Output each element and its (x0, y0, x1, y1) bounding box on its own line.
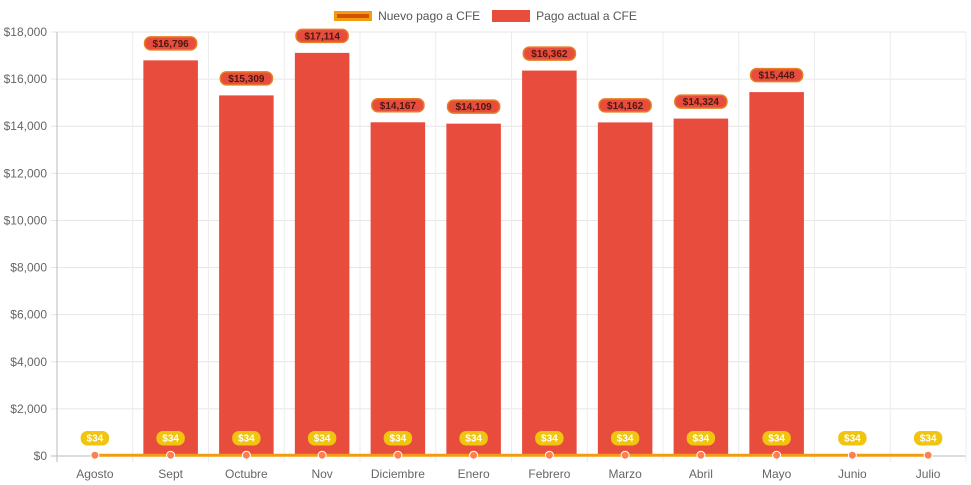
line-data-label: $34 (465, 434, 482, 445)
x-tick-label: Agosto (76, 467, 114, 481)
bar-data-label-bg (219, 71, 274, 86)
line-data-label-bg (762, 430, 791, 446)
bar-data-label: $15,309 (228, 74, 265, 85)
x-tick-label: Junio (838, 467, 867, 481)
x-tick-label: Diciembre (371, 467, 425, 481)
line-data-label-bg (307, 430, 337, 446)
line-point (544, 450, 554, 460)
line-data-label-bg (610, 430, 640, 446)
legend-swatch-pago-actual (492, 10, 531, 22)
line-point (620, 450, 630, 460)
x-tick-label: Febrero (528, 467, 570, 481)
line-data-label-bg (156, 430, 185, 446)
bar-data-label: $16,796 (153, 39, 190, 50)
line-data-label-bg (686, 430, 716, 446)
legend-label-pago-actual: Pago actual a CFE (536, 9, 637, 23)
bar-data-label-bg (295, 28, 349, 44)
y-tick-label: $4,000 (10, 355, 47, 369)
line-point (166, 450, 176, 460)
legend-label-nuevo-pago: Nuevo pago a CFE (378, 9, 481, 23)
line-point (469, 450, 479, 460)
line-point (241, 450, 251, 460)
bar (749, 92, 804, 457)
bar-data-label: $14,162 (607, 101, 644, 112)
y-tick-label: $16,000 (4, 72, 48, 86)
bar-data-label-bg (522, 46, 577, 61)
bar-data-label-bg (598, 98, 652, 113)
line-data-label-bg (383, 430, 413, 446)
y-tick-label: $10,000 (4, 213, 48, 227)
bar (294, 52, 350, 456)
line-data-label: $34 (390, 434, 407, 445)
bar (143, 60, 198, 456)
x-tick-label: Abril (689, 467, 713, 481)
line-point (696, 450, 706, 460)
bar-data-label: $15,448 (759, 71, 796, 82)
bar-data-label: $14,109 (456, 102, 493, 113)
line-point (393, 450, 403, 460)
bar (219, 95, 274, 456)
bar (446, 123, 501, 456)
chart-legend: Nuevo pago a CFE Pago actual a CFE (0, 7, 971, 25)
line-data-label-bg (232, 430, 261, 446)
x-tick-label: Mayo (762, 467, 792, 481)
line-data-label-bg (838, 430, 867, 446)
x-tick-label: Enero (458, 467, 490, 481)
bar-data-label-bg (674, 94, 728, 109)
y-tick-label: $0 (34, 449, 48, 463)
line-data-label: $34 (162, 434, 179, 445)
y-tick-label: $12,000 (4, 166, 48, 180)
bar-data-label: $14,324 (683, 97, 720, 108)
y-tick-label: $18,000 (4, 25, 48, 39)
line-point (317, 450, 327, 460)
y-tick-label: $6,000 (10, 308, 47, 322)
bar (597, 122, 653, 456)
y-tick-label: $14,000 (4, 119, 48, 133)
x-tick-label: Marzo (608, 467, 642, 481)
line-point (923, 450, 933, 460)
line-data-label: $34 (768, 434, 785, 445)
y-tick-label: $8,000 (10, 261, 47, 275)
line-data-label: $34 (238, 434, 255, 445)
line-data-label: $34 (693, 434, 710, 445)
bar (370, 122, 426, 456)
legend-item-pago-actual[interactable]: Pago actual a CFE (492, 7, 637, 25)
line-data-label: $34 (314, 434, 331, 445)
bar-data-label-bg (371, 98, 425, 113)
line-data-label-bg (80, 430, 110, 446)
line-data-label: $34 (920, 434, 937, 445)
bar-data-label: $16,362 (531, 49, 568, 60)
x-tick-label: Octubre (225, 467, 268, 481)
line-point (847, 450, 857, 460)
x-tick-label: Nov (311, 467, 332, 481)
bar-data-label-bg (143, 36, 198, 51)
line-data-label-bg (535, 430, 564, 446)
line-data-label: $34 (617, 434, 634, 445)
bar-data-label-bg (749, 67, 804, 83)
legend-item-nuevo-pago[interactable]: Nuevo pago a CFE (334, 7, 480, 25)
line-data-label: $34 (87, 434, 104, 445)
y-tick-label: $2,000 (10, 402, 47, 416)
bar-data-label-bg (446, 99, 501, 114)
legend-swatch-nuevo-pago (334, 11, 373, 21)
line-point (772, 450, 782, 460)
bar (673, 118, 729, 457)
line-point (90, 450, 100, 460)
line-data-label: $34 (541, 434, 558, 445)
bar-data-label: $17,114 (304, 31, 340, 42)
line-data-label-bg (913, 430, 943, 446)
x-tick-label: Sept (158, 467, 183, 481)
line-data-label-bg (459, 430, 488, 446)
bar (522, 70, 577, 457)
bar-data-label: $14,167 (380, 101, 417, 112)
line-data-label: $34 (844, 434, 861, 445)
x-tick-label: Julio (916, 467, 941, 481)
